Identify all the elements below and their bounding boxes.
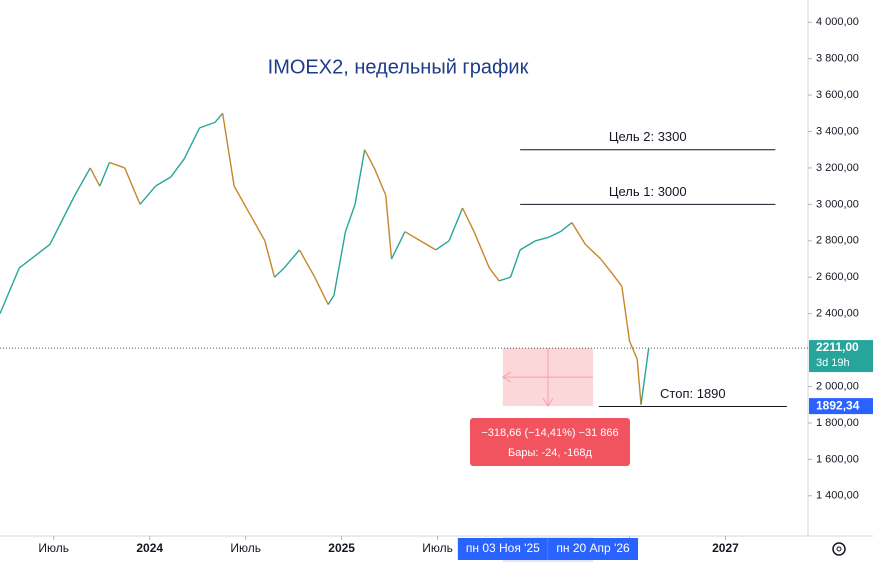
y-tick-label: 2 800,00 <box>816 235 859 247</box>
measure-label: −318,66 (−14,41%) −31 866 Бары: -24, -168… <box>470 418 630 466</box>
x-tick-label: 2027 <box>712 541 739 555</box>
price-segment <box>509 249 521 278</box>
y-tick-label: 2 400,00 <box>816 308 859 320</box>
price-segment <box>183 127 201 160</box>
price-segment <box>461 207 475 232</box>
price-segment <box>221 113 235 187</box>
y-tick-label: 2 000,00 <box>816 380 859 392</box>
price-segment <box>385 195 393 260</box>
price-segment <box>488 267 500 282</box>
measure-arrow <box>501 371 554 408</box>
price-segment <box>373 167 387 196</box>
price-tag-bg <box>809 340 873 373</box>
price-segment <box>640 347 650 405</box>
x-tick-label: 2024 <box>136 541 163 555</box>
settings-icon[interactable] <box>832 542 846 556</box>
chart-title: IMOEX2, недельный график <box>268 56 529 78</box>
price-segment <box>584 243 602 260</box>
y-tick-label: 3 600,00 <box>816 89 859 101</box>
price-segment <box>448 207 464 242</box>
price-segment <box>636 359 642 405</box>
y-tick-label: 1 800,00 <box>816 417 859 429</box>
price-segment <box>519 240 536 251</box>
y-tick-label: 1 600,00 <box>816 453 859 465</box>
y-tick-label: 1 400,00 <box>816 490 859 502</box>
price-segment <box>390 231 406 260</box>
price-segment <box>139 185 156 205</box>
price-segment <box>264 240 276 278</box>
price-segment <box>535 236 550 242</box>
price-segment <box>364 149 375 169</box>
x-range-tag: пн 20 Апр '26 <box>556 541 630 555</box>
price-segment <box>327 295 335 305</box>
price-segment <box>435 240 450 251</box>
price-segment <box>74 167 91 196</box>
price-segment <box>354 149 366 205</box>
price-segment <box>233 185 251 214</box>
measure-text: −318,66 (−14,41%) −31 866 <box>481 427 618 439</box>
price-segment <box>214 112 224 123</box>
price-tag-bg <box>809 398 873 415</box>
price-segment <box>419 240 437 251</box>
x-range-tag: пн 03 Ноя '25 <box>466 541 540 555</box>
price-segment <box>498 276 511 282</box>
x-tick-label: Июль <box>38 541 69 555</box>
price-segment <box>273 267 285 278</box>
price-segment <box>611 273 623 287</box>
price-segment <box>333 231 347 296</box>
x-range-tag-bg <box>548 538 639 560</box>
x-tick-label: 2025 <box>328 541 355 555</box>
price-segment <box>89 167 101 187</box>
price-segment <box>0 267 20 314</box>
price-tag: 1892,34 <box>816 398 860 412</box>
y-tick-label: 2 600,00 <box>816 271 859 283</box>
price-segment <box>18 243 51 269</box>
y-tick-label: 3 800,00 <box>816 53 859 65</box>
price-tag-sub: 3d 19h <box>816 357 850 369</box>
price-segment <box>170 158 185 178</box>
price-segment <box>109 161 125 169</box>
price-segment <box>621 286 631 342</box>
price-segment <box>124 167 141 205</box>
price-segment <box>600 258 613 275</box>
x-tick-label: Июль <box>230 541 261 555</box>
price-segment <box>559 222 573 233</box>
price-segment <box>155 176 172 187</box>
price-segment <box>199 121 216 129</box>
price-segment <box>314 276 329 305</box>
level-label: Стоп: 1890 <box>660 386 726 401</box>
price-segment <box>344 204 356 232</box>
price-segment <box>473 231 491 269</box>
price-tag: 2211,00 <box>816 340 859 354</box>
y-tick-label: 3 000,00 <box>816 198 859 210</box>
level-label: Цель 2: 3300 <box>609 129 687 144</box>
price-segment <box>404 231 421 242</box>
price-segment <box>283 249 300 269</box>
measure-box <box>470 418 630 466</box>
price-segment <box>571 222 586 245</box>
y-tick-label: 3 400,00 <box>816 125 859 137</box>
x-range-tag-bg <box>457 538 548 560</box>
price-segment <box>298 249 316 278</box>
price-segment <box>49 194 76 245</box>
price-segment <box>628 340 638 360</box>
price-segment <box>99 162 111 187</box>
y-tick-label: 4 000,00 <box>816 16 859 28</box>
measure-bars: Бары: -24, -168д <box>508 447 592 459</box>
price-segment <box>548 231 561 238</box>
price-segment <box>248 213 266 242</box>
y-tick-label: 3 200,00 <box>816 162 859 174</box>
level-label: Цель 1: 3000 <box>609 184 687 199</box>
x-tick-label: Июль <box>422 541 453 555</box>
